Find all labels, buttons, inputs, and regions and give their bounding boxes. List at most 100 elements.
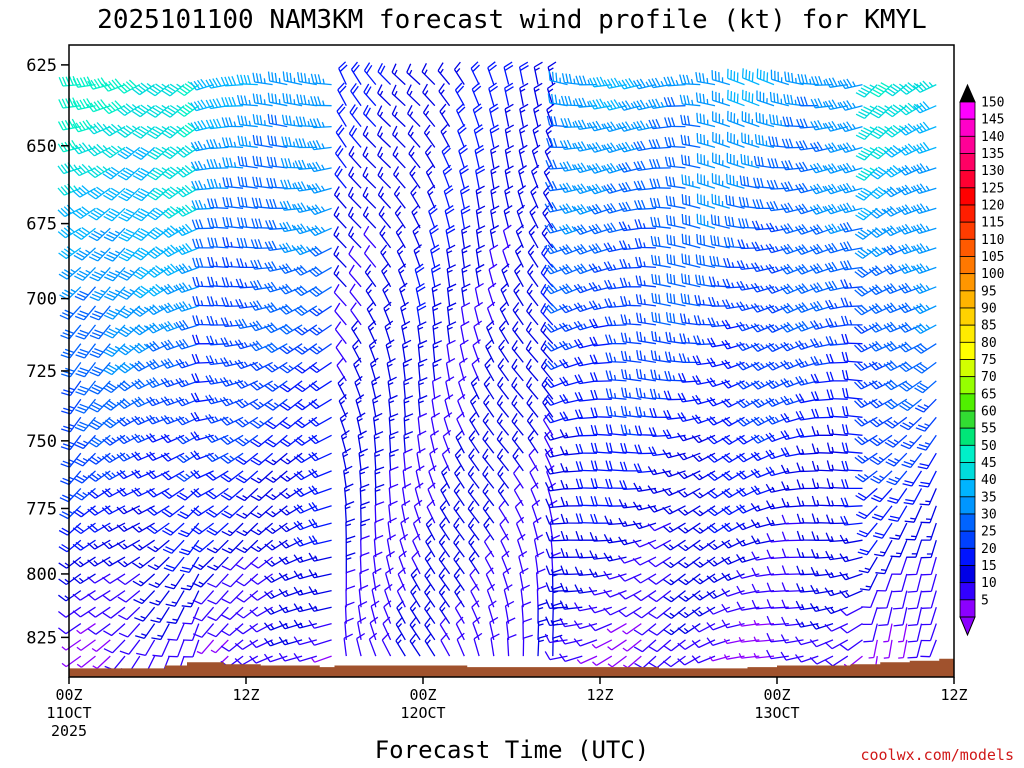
wind-barb	[103, 324, 126, 339]
wind-barb	[765, 243, 789, 254]
wind-barb	[540, 321, 554, 345]
wind-barb	[913, 361, 937, 374]
wind-barb	[707, 337, 730, 348]
wind-barb	[540, 302, 554, 326]
wind-barb	[250, 434, 274, 448]
wind-barb	[205, 98, 229, 110]
wind-barb	[663, 590, 686, 603]
wind-barb	[263, 653, 288, 663]
credit-link[interactable]: coolwx.com/models	[860, 746, 1014, 764]
wind-barb	[618, 221, 642, 232]
wind-barb	[349, 104, 362, 128]
wind-barb	[308, 569, 332, 579]
wind-barb	[412, 516, 422, 541]
wind-barb	[132, 187, 156, 202]
wind-barb	[574, 602, 598, 612]
wind-barb	[220, 76, 244, 87]
wind-barb	[424, 600, 436, 624]
wind-barb	[898, 302, 922, 314]
wind-barb	[575, 461, 598, 472]
wind-barb	[874, 539, 893, 557]
wind-barb	[87, 143, 111, 157]
wind-barb	[87, 77, 111, 90]
wind-barb	[439, 517, 451, 541]
chart-title: 2025101100 NAM3KM forecast wind profile …	[97, 5, 927, 35]
wind-barb	[648, 606, 672, 620]
wind-barb	[635, 275, 657, 288]
wind-barb	[824, 183, 848, 195]
wind-barb	[60, 434, 82, 451]
wind-barb	[235, 298, 258, 309]
wind-barb	[603, 589, 627, 598]
wind-barb	[560, 479, 583, 490]
wind-barb	[467, 483, 480, 507]
wind-barb	[899, 398, 922, 412]
wind-barb	[471, 357, 480, 382]
wind-barb	[345, 568, 356, 591]
wind-barb	[559, 411, 583, 422]
wind-barb	[403, 430, 414, 454]
wind-barb	[220, 337, 244, 348]
wind-barb	[861, 590, 878, 609]
wind-barb	[471, 82, 482, 106]
wind-barb	[780, 302, 804, 314]
wind-barb	[663, 639, 686, 652]
wind-barb	[573, 320, 598, 331]
wind-barb	[72, 206, 96, 219]
wind-barb	[265, 219, 288, 230]
wind-barb	[781, 599, 804, 610]
wind-barb	[456, 632, 465, 657]
colorbar-label: 130	[981, 164, 1004, 179]
wind-barb	[840, 497, 863, 508]
wind-barb	[677, 590, 701, 602]
wind-barb	[512, 448, 524, 472]
wind-barb	[425, 516, 436, 541]
wind-barb	[559, 394, 583, 404]
wind-barb	[166, 606, 185, 624]
wind-barb	[662, 429, 686, 440]
wind-barb	[727, 68, 745, 86]
wind-barb	[504, 165, 514, 189]
wind-barb	[651, 273, 671, 288]
wind-barb	[504, 103, 514, 127]
wind-barb	[222, 157, 244, 169]
wind-barb	[765, 222, 789, 233]
wind-barb	[868, 284, 893, 296]
colorbar-swatch	[959, 410, 976, 429]
wind-barb	[575, 548, 598, 559]
wind-barb	[383, 600, 392, 624]
wind-barb	[884, 83, 908, 97]
x-axis-label: Forecast Time (UTC)	[375, 736, 650, 764]
wind-barb	[588, 623, 613, 632]
wind-barb	[900, 434, 922, 450]
wind-barb	[73, 470, 96, 484]
wind-barb	[483, 534, 495, 558]
wind-barb	[921, 607, 937, 626]
wind-barb	[883, 379, 908, 391]
wind-barb	[146, 283, 170, 297]
wind-barb	[795, 375, 819, 386]
wind-barb	[101, 470, 126, 481]
wind-barb	[647, 522, 672, 532]
wind-barb	[677, 539, 701, 552]
wind-barb	[176, 122, 200, 138]
wind-barb	[192, 257, 214, 269]
wind-barb	[190, 119, 214, 132]
wind-barb	[545, 599, 568, 609]
wind-barb	[453, 567, 465, 591]
wind-barb	[333, 264, 347, 288]
wind-barb	[264, 573, 288, 583]
wind-barb	[103, 639, 126, 654]
wind-barb	[706, 434, 731, 445]
wind-barb	[310, 73, 332, 86]
wind-barb	[740, 153, 760, 169]
wind-barb	[176, 487, 200, 501]
wind-barb	[664, 370, 686, 382]
wind-barb	[263, 302, 288, 314]
wind-barb	[839, 606, 863, 617]
colorbar-label: 30	[981, 508, 997, 523]
wind-barb	[132, 266, 156, 280]
wind-barb	[650, 350, 671, 364]
wind-barb	[605, 442, 627, 454]
wind-barb	[810, 355, 834, 366]
